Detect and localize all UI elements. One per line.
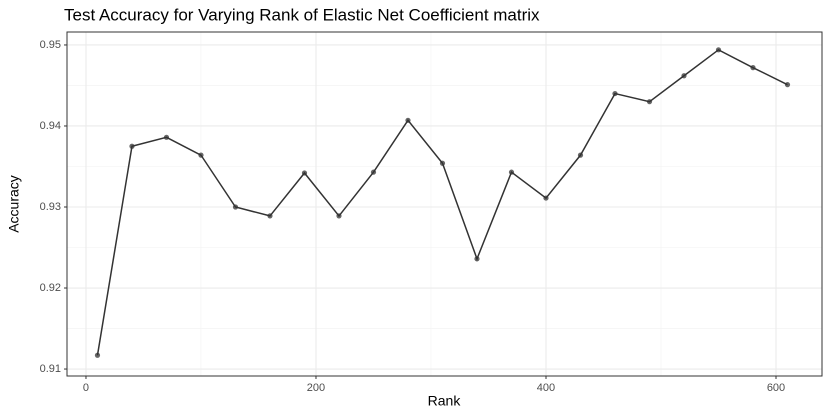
x-axis-title: Rank (428, 393, 462, 409)
point (163, 134, 170, 140)
point (232, 204, 239, 210)
point (715, 47, 722, 53)
y-tick-label: 0.93 (40, 201, 61, 213)
x-tick-label: 400 (537, 382, 555, 394)
x-tick-label: 600 (767, 382, 785, 394)
x-tick-label: 0 (83, 382, 89, 394)
point (474, 256, 480, 262)
point (370, 169, 377, 175)
point (301, 170, 308, 176)
point (543, 195, 549, 201)
point (508, 169, 515, 175)
x-tick-label: 200 (307, 382, 325, 394)
point (612, 90, 618, 97)
point (336, 213, 342, 219)
y-tick-label: 0.91 (40, 363, 61, 375)
panel-border (66, 31, 823, 377)
y-axis-title: Accuracy (6, 175, 22, 233)
point (129, 143, 135, 149)
point (681, 73, 687, 79)
point (646, 99, 653, 105)
point (750, 65, 756, 71)
point (784, 82, 791, 88)
y-tick-label: 0.92 (40, 282, 61, 294)
point (198, 152, 204, 158)
point (267, 213, 273, 219)
chart-title: Test Accuracy for Varying Rank of Elasti… (64, 5, 540, 24)
point (94, 352, 101, 358)
point (405, 117, 411, 123)
y-tick-label: 0.94 (40, 120, 61, 132)
point (577, 152, 584, 158)
point (439, 160, 446, 166)
y-tick-label: 0.95 (40, 39, 61, 51)
